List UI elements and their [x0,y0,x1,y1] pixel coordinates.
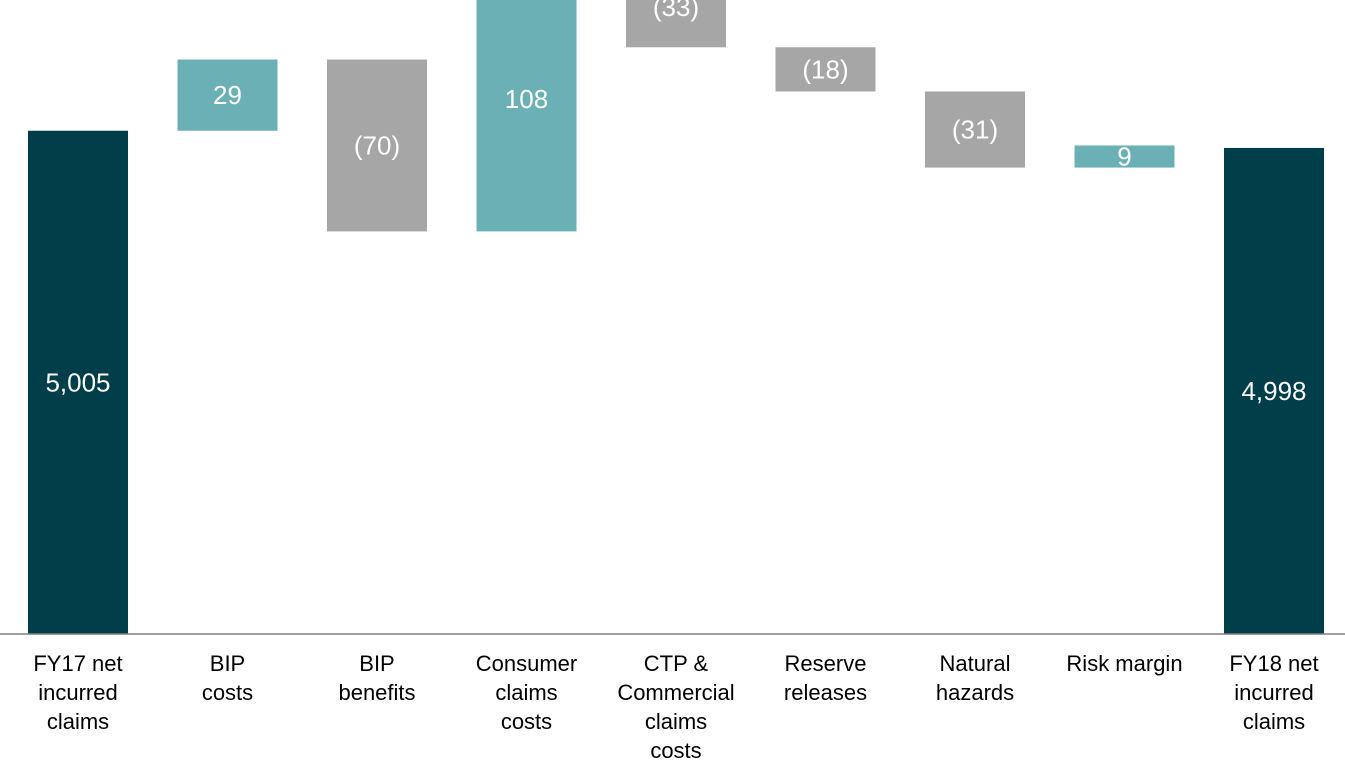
bar-value-label-6: (31) [952,115,998,145]
bar-value-label-1: 29 [213,80,242,110]
category-label-line: Consumer [476,651,577,676]
bar-value-label-3: 108 [505,84,548,114]
bar-value-label-7: 9 [1117,142,1131,172]
category-label-line: Natural [940,651,1011,676]
category-label-6: Natural hazards [936,651,1014,705]
category-label-2: BIP benefits [338,651,415,705]
category-label-line: costs [650,738,701,763]
category-label-line: claims [1243,709,1305,734]
category-label-line: CTP & [644,651,709,676]
bar-3 [477,0,577,231]
category-label-line: claims [495,680,557,705]
category-label-line: Commercial [617,680,734,705]
category-label-line: benefits [338,680,415,705]
category-label-line: BIP [359,651,394,676]
category-label-line: claims [47,709,109,734]
bar-value-label-8: 4,998 [1241,376,1306,406]
category-label-line: BIP [210,651,245,676]
category-label-line: releases [784,680,867,705]
category-label-line: costs [501,709,552,734]
category-label-5: Reserve releases [784,651,867,705]
bar-value-label-2: (70) [354,130,400,160]
category-label-line: FY18 net [1229,651,1318,676]
category-label-line: FY17 net [33,651,122,676]
category-label-line: hazards [936,680,1014,705]
category-label-8: FY18 net incurred claims [1229,651,1318,734]
bar-value-label-0: 5,005 [45,367,110,397]
category-label-0: FY17 net incurred claims [33,651,122,734]
category-label-4: CTP & Commercial claims costs [617,651,734,763]
category-label-7: Risk margin [1066,651,1182,676]
category-label-line: incurred [38,680,117,705]
category-label-line: claims [645,709,707,734]
category-label-1: BIP costs [202,651,253,705]
category-label-3: Consumer claims costs [476,651,577,734]
category-label-line: Reserve [785,651,867,676]
bar-value-label-4: (33) [653,0,699,22]
category-labels-group: FY17 net incurred claims BIP costs BIP benefit… [33,651,1318,763]
category-label-line: incurred [1234,680,1313,705]
bar-value-label-5: (18) [802,54,848,84]
bars-group: 5,005 29 (70) 108 (33) (18) (31) 9 4,998 [28,0,1324,634]
category-label-line: Risk margin [1066,651,1182,676]
category-label-line: costs [202,680,253,705]
